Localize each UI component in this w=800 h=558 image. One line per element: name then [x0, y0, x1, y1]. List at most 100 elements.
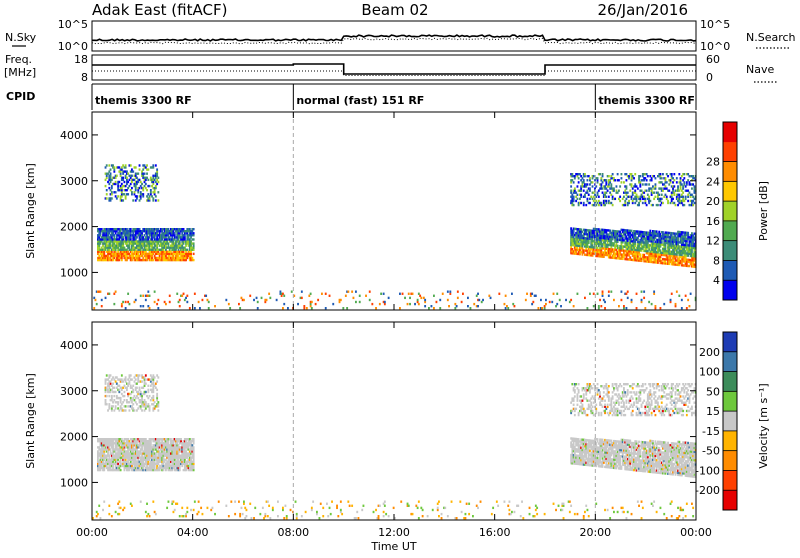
heatmap-cell [651, 194, 653, 196]
heatmap-cell [638, 177, 640, 179]
heatmap-cell [689, 305, 691, 307]
colorbar-tick-label: 20 [706, 195, 720, 208]
heatmap-cell [589, 198, 591, 200]
heatmap-cell [140, 295, 142, 297]
heatmap-cell [660, 249, 662, 251]
heatmap-cell [412, 293, 414, 295]
heatmap-cell [488, 295, 490, 297]
heatmap-cell [113, 399, 115, 401]
heatmap-cell [127, 193, 129, 195]
heatmap-cell [110, 374, 112, 376]
heatmap-cell [677, 185, 679, 187]
heatmap-cell [477, 293, 479, 295]
heatmap-cell [648, 190, 650, 192]
heatmap-cell [141, 409, 143, 411]
heatmap-cell [156, 380, 158, 382]
heatmap-cell [559, 299, 561, 301]
heatmap-cell [653, 293, 655, 295]
heatmap-cell [692, 204, 694, 206]
heatmap-cell [155, 199, 157, 201]
heatmap-cell [461, 301, 463, 303]
heatmap-cell [129, 185, 131, 187]
heatmap-cell [388, 297, 390, 299]
heatmap-cell [571, 179, 573, 181]
heatmap-cell [602, 187, 604, 189]
heatmap-cell [121, 305, 123, 307]
heatmap-cell [549, 301, 551, 303]
heatmap-cell [152, 197, 154, 199]
heatmap-cell [670, 299, 672, 301]
heatmap-cell [687, 299, 689, 301]
heatmap-cell [306, 307, 308, 309]
colorbar-segment [723, 181, 737, 201]
heatmap-cell [140, 305, 142, 307]
heatmap-cell [127, 293, 129, 295]
heatmap-cell [678, 295, 680, 297]
heatmap-cell [193, 259, 195, 261]
heatmap-cell [113, 242, 115, 244]
heatmap-cell [404, 297, 406, 299]
heatmap-cell [156, 179, 158, 181]
heatmap-cell [687, 194, 689, 196]
heatmap-cell [672, 187, 674, 189]
heatmap-cell [648, 248, 650, 250]
heatmap-cell [124, 391, 126, 393]
heatmap-cell [157, 405, 159, 407]
heatmap-cell [142, 193, 144, 195]
heatmap-cell [538, 307, 540, 309]
heatmap-cell [644, 200, 646, 202]
heatmap-cell [626, 293, 628, 295]
heatmap-cell [140, 405, 142, 407]
heatmap-cell [409, 297, 411, 299]
heatmap-cell [150, 189, 152, 191]
heatmap-cell [156, 173, 158, 175]
heatmap-cell [136, 383, 138, 385]
heatmap-cell [155, 383, 157, 385]
heatmap-cell [651, 303, 653, 305]
heatmap-cell [108, 403, 110, 405]
freq-series-line [92, 64, 696, 74]
heatmap-cell [179, 232, 181, 234]
heatmap-cell [631, 230, 633, 232]
heatmap-cell [649, 175, 651, 177]
heatmap-cell [150, 177, 152, 179]
heatmap-cell [184, 299, 186, 301]
heatmap-cell [106, 164, 108, 166]
heatmap-cell [570, 190, 572, 192]
heatmap-cell [145, 401, 147, 403]
heatmap-cell [276, 299, 278, 301]
heatmap-cell [154, 465, 156, 467]
heatmap-cell [608, 183, 610, 185]
heatmap-cell [118, 166, 120, 168]
heatmap-cell [678, 190, 680, 192]
heatmap-cell [156, 236, 158, 238]
heatmap-cell [570, 185, 572, 187]
heatmap-cell [193, 459, 195, 461]
heatmap-cell [126, 177, 128, 179]
heatmap-cell [129, 303, 131, 305]
heatmap-cell [175, 242, 177, 244]
heatmap-cell [653, 291, 655, 293]
heatmap-cell [691, 232, 693, 234]
heatmap-cell [107, 383, 109, 385]
heatmap-cell [101, 299, 103, 301]
heatmap-cell [473, 303, 475, 305]
heatmap-cell [671, 194, 673, 196]
heatmap-cell [156, 399, 158, 401]
heatmap-cell [592, 177, 594, 179]
heatmap-cell [621, 291, 623, 293]
heatmap-cell [129, 383, 131, 385]
heatmap-cell [588, 194, 590, 196]
heatmap-cell [118, 391, 120, 393]
heatmap-cell [587, 190, 589, 192]
heatmap-cell [639, 198, 641, 200]
heatmap-cell [588, 175, 590, 177]
heatmap-cell [673, 173, 675, 175]
heatmap-cell [598, 305, 600, 307]
heatmap-cell [135, 185, 137, 187]
heatmap-cell [600, 177, 602, 179]
heatmap-cell [634, 190, 636, 192]
heatmap-cell [490, 297, 492, 299]
heatmap-cell [662, 190, 664, 192]
heatmap-cell [117, 195, 119, 197]
